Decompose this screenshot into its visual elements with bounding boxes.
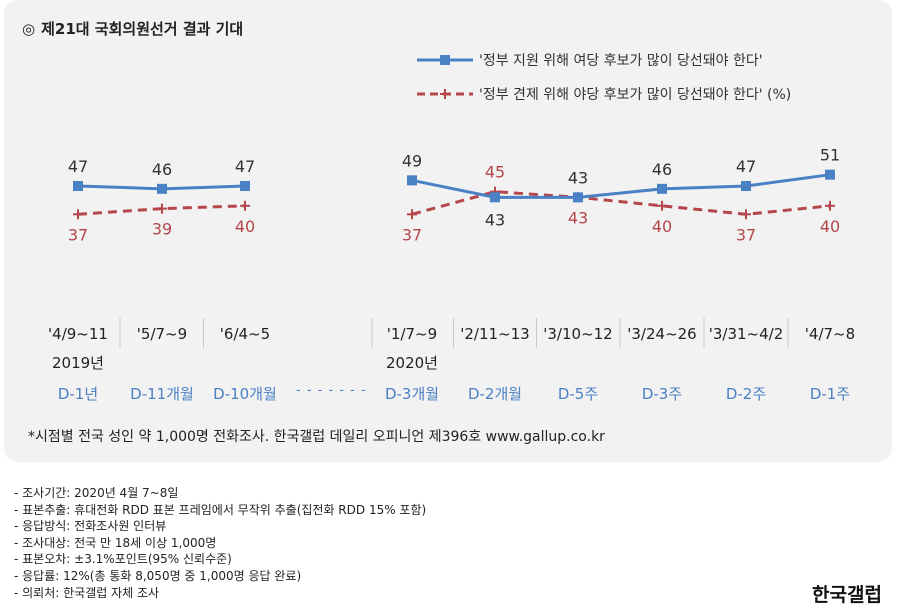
dday-label: D-1년 <box>58 385 98 403</box>
x-tick-label: '5/7~9 <box>137 325 187 343</box>
dday-label: D-10개월 <box>213 385 277 403</box>
series-line-opposition <box>411 190 831 216</box>
survey-notes: - 조사기간: 2020년 4월 7~8일 - 표본추출: 휴대전화 RDD 표… <box>14 485 426 601</box>
data-label-ruling: 47 <box>235 157 255 176</box>
ruling-point <box>157 183 167 194</box>
ruling-point <box>573 192 583 203</box>
ruling-point <box>825 169 835 180</box>
dday-label: D-3주 <box>642 385 682 403</box>
ruling-point <box>657 183 667 194</box>
data-label-opposition: 37 <box>68 225 88 244</box>
data-label-opposition: 40 <box>235 217 255 236</box>
dday-label: D-1주 <box>810 385 850 403</box>
data-label-ruling: 47 <box>736 157 756 176</box>
chart-title-text: 제21대 국회의원선거 결과 기대 <box>41 20 244 38</box>
note-line: - 조사기간: 2020년 4월 7~8일 <box>14 486 179 500</box>
legend-unit: (%) <box>767 87 792 103</box>
data-label-ruling: 46 <box>152 160 172 179</box>
data-label-opposition: 43 <box>568 208 588 227</box>
x-tick-label: '4/7~8 <box>805 325 855 343</box>
data-label-ruling: 49 <box>402 151 422 170</box>
legend-label-support: '정부 지원 위해 여당 후보가 많이 당선돼야 한다' <box>479 53 763 69</box>
year-label: 2020년 <box>386 354 438 372</box>
data-label-opposition: 40 <box>652 217 672 236</box>
data-label-opposition: 40 <box>820 217 840 236</box>
x-tick-label: '3/24~26 <box>627 325 696 343</box>
period-gap-separator: - - - - - - - <box>296 383 367 398</box>
ruling-point <box>73 181 83 191</box>
dday-label: D-11개월 <box>130 385 194 403</box>
data-label-opposition: 37 <box>402 225 422 244</box>
series-line-ruling <box>411 173 831 199</box>
x-tick-label: '2/11~13 <box>460 325 529 343</box>
note-line: - 응답률: 12%(총 통화 8,050명 중 1,000명 응답 완료) <box>14 568 302 583</box>
dday-label: D-2개월 <box>468 385 522 403</box>
note-line: - 의뢰처: 한국갤럽 자체 조사 <box>14 585 160 600</box>
ruling-point <box>490 192 500 203</box>
ruling-point <box>407 175 417 186</box>
year-label: 2019년 <box>52 354 104 372</box>
ruling-point <box>741 181 751 191</box>
legend-label-check: '정부 견제 위해 야당 후보가 많이 당선돼야 한다' (%) <box>479 87 792 103</box>
x-tick-label: '6/4~5 <box>220 325 270 343</box>
line-chart: 47 37 46 39 47 40 49 37 45 43 43 43 46 40 47 37 51 40 '4/9… <box>48 146 855 403</box>
bullseye-icon: ◎ <box>22 20 36 38</box>
data-label-opposition: 45 <box>485 163 505 182</box>
note-line: - 표본오차: ±3.1%포인트(95% 신뢰수준) <box>14 552 232 567</box>
x-tick-label: '1/7~9 <box>387 325 437 343</box>
data-label-opposition: 39 <box>152 220 172 239</box>
data-label-ruling: 51 <box>820 146 840 165</box>
legend-line-red-icon <box>417 89 473 99</box>
series-line-opposition <box>77 204 246 216</box>
note-line: - 조사대상: 전국 만 18세 이상 1,000명 <box>14 535 217 550</box>
dday-label: D-3개월 <box>385 385 439 403</box>
ruling-point <box>240 181 250 191</box>
data-label-ruling: 43 <box>485 210 505 229</box>
note-line: - 응답방식: 전화조사원 인터뷰 <box>14 519 167 534</box>
legend-line-blue-icon <box>417 55 473 65</box>
x-tick-label: '4/9~11 <box>48 325 108 343</box>
data-label-ruling: 47 <box>68 157 88 176</box>
data-label-ruling: 43 <box>568 168 588 187</box>
x-tick-label: '3/31~4/2 <box>709 325 784 343</box>
dday-label: D-5주 <box>558 385 598 403</box>
chart-panel <box>4 0 892 462</box>
dday-label: D-2주 <box>726 385 766 403</box>
x-tick-label: '3/10~12 <box>543 325 612 343</box>
note-line: - 표본추출: 휴대전화 RDD 표본 프레임에서 무작위 추출(집전화 RDD… <box>14 502 427 517</box>
data-label-opposition: 37 <box>736 225 756 244</box>
chart-title: ◎ 제21대 국회의원선거 결과 기대 <box>22 18 243 39</box>
brand-logo: 한국갤럽 <box>812 584 882 606</box>
footnote: *시점별 전국 성인 약 1,000명 전화조사. 한국갤럽 데일리 오피니언 … <box>28 429 605 445</box>
data-label-ruling: 46 <box>652 160 672 179</box>
